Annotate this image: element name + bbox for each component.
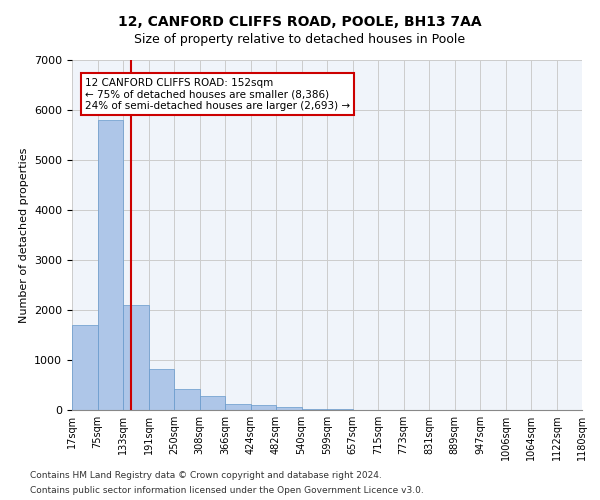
- Bar: [149, 369, 174, 410]
- Bar: [123, 305, 149, 410]
- Bar: [97, 120, 123, 410]
- Text: Contains public sector information licensed under the Open Government Licence v3: Contains public sector information licen…: [30, 486, 424, 495]
- Bar: [199, 396, 225, 410]
- Text: 12, CANFORD CLIFFS ROAD, POOLE, BH13 7AA: 12, CANFORD CLIFFS ROAD, POOLE, BH13 7AA: [118, 15, 482, 29]
- Text: Contains HM Land Registry data © Crown copyright and database right 2024.: Contains HM Land Registry data © Crown c…: [30, 471, 382, 480]
- Bar: [302, 409, 327, 410]
- Bar: [251, 405, 276, 410]
- Bar: [225, 404, 251, 410]
- Text: 12 CANFORD CLIFFS ROAD: 152sqm
← 75% of detached houses are smaller (8,386)
24% : 12 CANFORD CLIFFS ROAD: 152sqm ← 75% of …: [85, 78, 350, 110]
- Bar: [174, 389, 199, 410]
- Bar: [276, 407, 302, 410]
- Bar: [327, 409, 353, 410]
- Bar: [72, 325, 97, 410]
- Text: Size of property relative to detached houses in Poole: Size of property relative to detached ho…: [134, 32, 466, 46]
- Y-axis label: Number of detached properties: Number of detached properties: [19, 148, 29, 322]
